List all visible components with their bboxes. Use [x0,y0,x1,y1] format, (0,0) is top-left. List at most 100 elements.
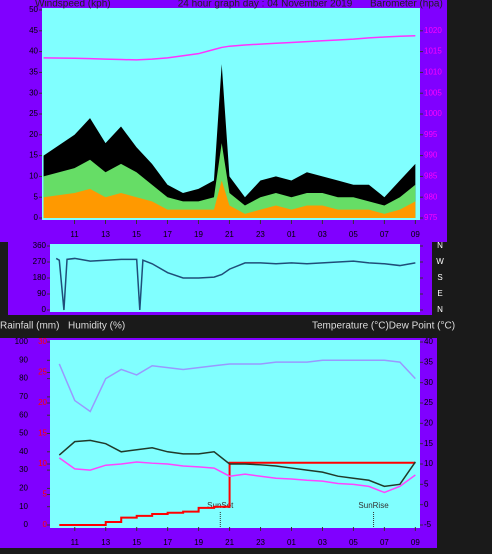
series-line [59,461,416,526]
x-tick-label: 23 [256,230,265,239]
y2-tick-label: 5 [424,479,429,488]
y-tick-label: 90 [37,289,46,298]
x-tick-label: 05 [349,538,358,547]
y2-tick-label: 0 [424,500,429,509]
chart-title: 24 hour graph day : 04 November 2019 [178,0,353,10]
series-line [55,257,416,311]
y-tick-label: 90 [19,355,28,364]
y2-tick-label: 25 [424,398,433,407]
x-tick-label: 07 [380,230,389,239]
y3-tick-label: 0 [43,520,48,529]
y3-tick-label: 5 [43,490,48,499]
y2-tick-label: 975 [424,213,438,222]
plot-area [50,340,420,528]
y2-tick-label: 1020 [424,26,442,35]
y2-tick-label: 30 [424,378,433,387]
y-tick-label: 360 [33,241,47,250]
y-tick-label: 40 [19,447,28,456]
y2-axis-label: Temperature (°C)Dew Point (°C) [312,321,455,332]
wind-area [43,180,416,218]
x-tick-label: 23 [256,538,265,547]
y2-tick-label: S [437,273,442,282]
y-tick-label: 60 [19,410,28,419]
y-tick-label: 40 [29,47,38,56]
y3-tick-label: 10 [38,459,47,468]
y-tick-label: 80 [19,374,28,383]
y2-tick-label: 990 [424,151,438,160]
series-line [58,359,416,413]
x-tick-label: 19 [194,538,203,547]
y-tick-label: 100 [15,337,29,346]
y-tick-label: 50 [29,5,38,14]
y-tick-label: 10 [29,172,38,181]
x-tick-label: 21 [225,230,234,239]
annotation: SunRise [358,501,389,510]
x-tick-label: 11 [70,230,79,239]
y-tick-label: 70 [19,392,28,401]
x-tick-label: 15 [132,538,141,547]
y2-tick-label: 1005 [424,88,442,97]
y-tick-label: 180 [33,273,47,282]
y2-tick-label: N [437,241,443,250]
y2-tick-label: 985 [424,172,438,181]
x-tick-label: 17 [163,538,172,547]
x-tick-label: 05 [349,230,358,239]
y3-tick-label: 15 [38,429,47,438]
x-tick-label: 17 [163,230,172,239]
series-line [43,35,416,61]
y-tick-label: 35 [29,68,38,77]
y-tick-label: 5 [34,192,39,201]
y-tick-label: 45 [29,26,38,35]
x-tick-label: 01 [287,230,296,239]
annotation: SunSet [207,501,234,510]
y2-tick-label: 40 [424,337,433,346]
series-line [58,439,416,488]
x-tick-label: 19 [194,230,203,239]
y2-tick-label: 35 [424,357,433,366]
x-tick-label: 03 [318,538,327,547]
y2-tick-label: 1015 [424,47,442,56]
y2-tick-label: 20 [424,418,433,427]
series-line [58,457,416,494]
y-tick-label: 30 [29,88,38,97]
y2-tick-label: 980 [424,192,438,201]
x-tick-label: 03 [318,230,327,239]
y-tick-label: 10 [19,502,28,511]
y-tick-label: 20 [29,130,38,139]
y-tick-label: 0 [24,520,29,529]
x-tick-label: 09 [411,230,420,239]
y-tick-label: 15 [29,151,38,160]
y-tick-label: 20 [19,484,28,493]
y-tick-label: 0 [34,213,39,222]
y2-tick-label: 10 [424,459,433,468]
y2-tick-label: N [437,305,443,314]
y-axis-label: Humidity (%) [68,321,125,332]
y2-tick-label: 995 [424,130,438,139]
y-tick-label: 270 [33,257,47,266]
y-tick-label: 25 [29,109,38,118]
y2-tick-label: -5 [424,520,432,529]
x-tick-label: 09 [411,538,420,547]
x-tick-label: 11 [71,538,80,547]
x-tick-label: 01 [287,538,296,547]
x-tick-label: 07 [380,538,389,547]
y-tick-label: 50 [19,429,28,438]
y3-tick-label: 25 [38,368,47,377]
x-tick-label: 21 [225,538,234,547]
x-tick-label: 15 [132,230,141,239]
y3-axis-label: Rainfall (mm) [0,321,59,332]
y2-tick-label: 1000 [424,109,442,118]
plot-area [50,244,420,312]
y-tick-label: 30 [19,465,28,474]
y-tick-label: 0 [42,305,47,314]
y2-tick-label: 15 [424,439,433,448]
y3-tick-label: 30 [38,337,47,346]
y2-axis-label: Barometer (hpa) [370,0,443,10]
y-axis-label: Windspeed (kph) [35,0,111,10]
x-tick-label: 13 [101,230,110,239]
y2-tick-label: 1010 [424,68,442,77]
y2-tick-label: E [437,289,442,298]
y3-tick-label: 20 [38,398,47,407]
